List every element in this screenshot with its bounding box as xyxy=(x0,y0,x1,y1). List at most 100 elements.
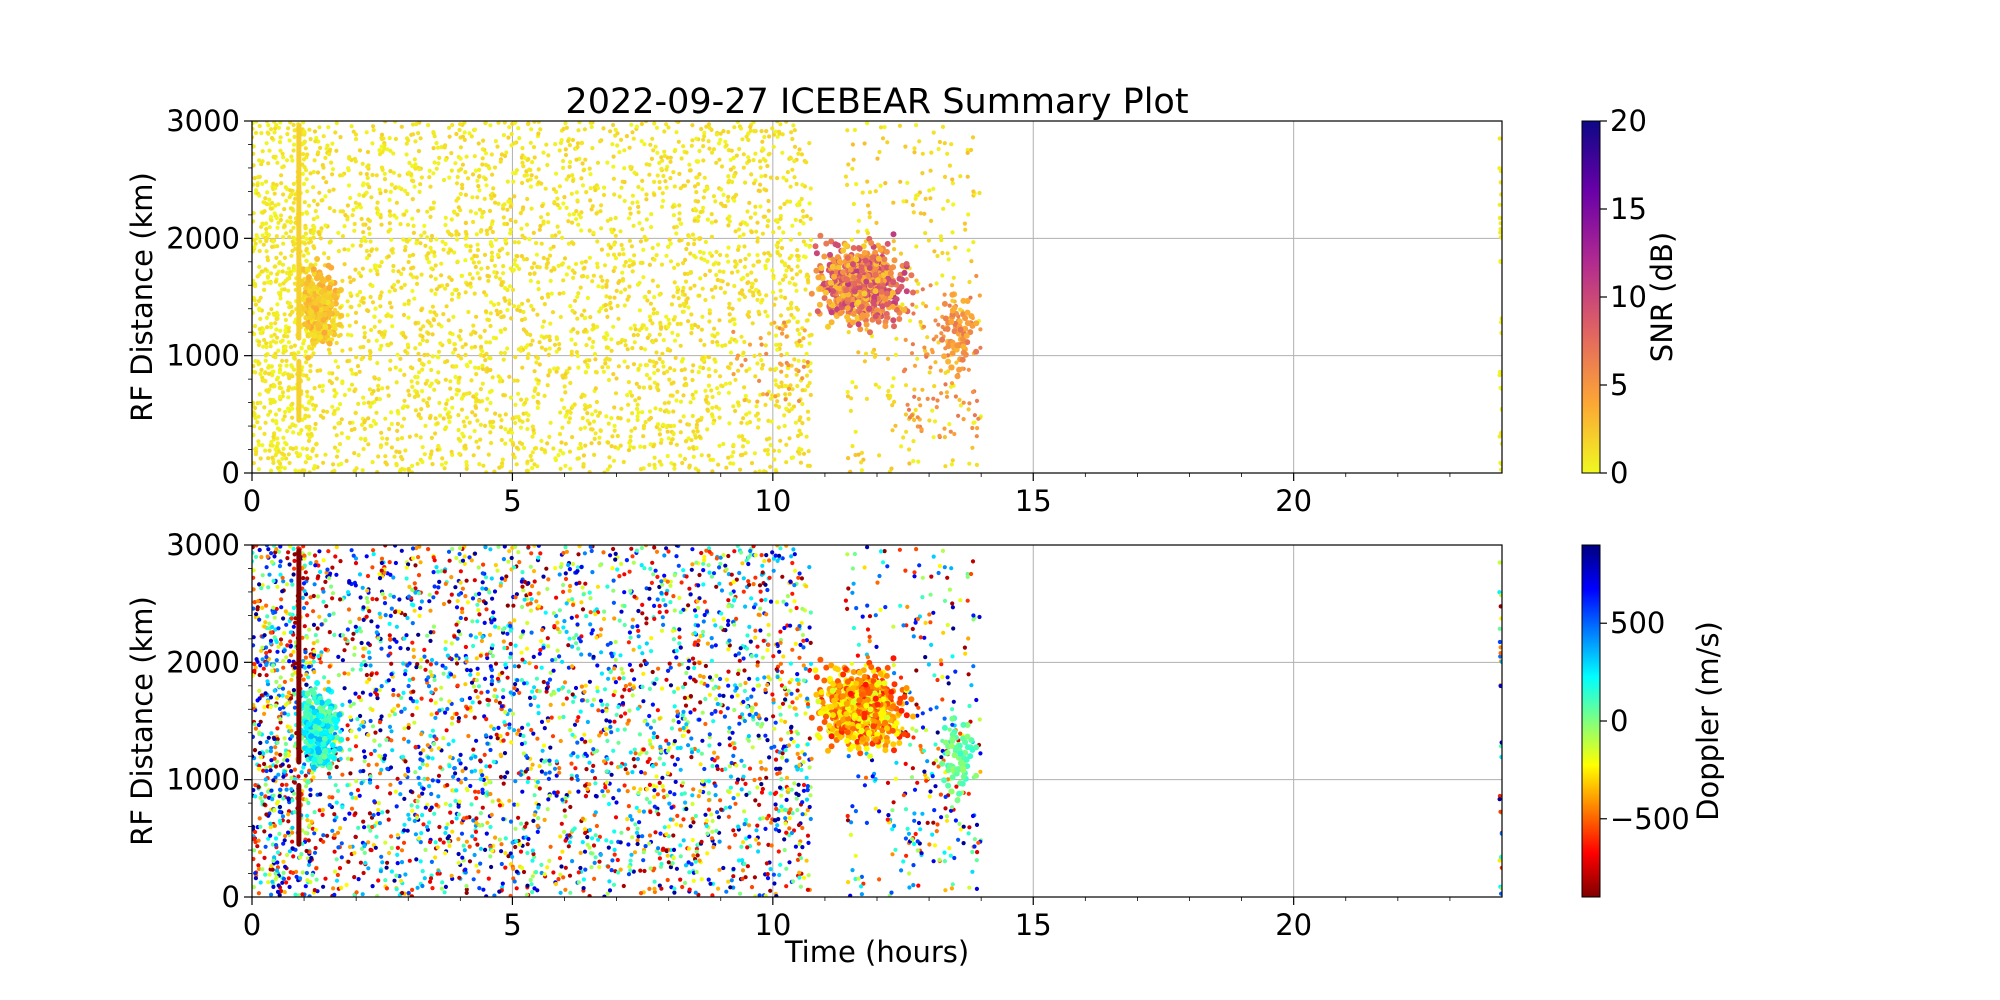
snr-point xyxy=(289,363,294,368)
snr-point xyxy=(280,262,286,267)
snr-point xyxy=(257,307,262,313)
snr-point xyxy=(655,284,661,289)
snr-point xyxy=(252,424,257,429)
snr-point xyxy=(394,215,399,220)
snr-point xyxy=(271,354,276,359)
snr-point xyxy=(292,142,297,147)
snr-point xyxy=(692,283,697,288)
snr-point xyxy=(639,139,644,144)
snr-point xyxy=(863,321,870,328)
snr-point xyxy=(389,445,394,450)
snr-point xyxy=(950,230,955,235)
snr-point xyxy=(430,462,435,467)
snr-point xyxy=(267,148,272,153)
snr-point xyxy=(358,205,363,210)
snr-point xyxy=(601,369,607,374)
snr-point xyxy=(290,446,296,451)
snr-point xyxy=(503,286,508,291)
snr-point xyxy=(531,394,536,399)
snr-point xyxy=(460,134,466,139)
snr-point xyxy=(417,189,422,194)
snr-point xyxy=(764,293,769,298)
snr-point xyxy=(589,441,594,446)
snr-point xyxy=(590,345,595,350)
snr-point xyxy=(787,280,792,285)
snr-point xyxy=(410,288,415,294)
snr-point xyxy=(520,146,525,151)
snr-point xyxy=(774,366,779,371)
snr-point xyxy=(974,398,980,403)
snr-point xyxy=(255,420,260,425)
snr-point xyxy=(644,372,650,378)
snr-point xyxy=(730,306,735,311)
snr-point xyxy=(669,302,675,307)
snr-point xyxy=(803,242,808,247)
snr-point xyxy=(509,430,515,435)
snr-point xyxy=(919,427,924,432)
snr-point xyxy=(303,146,308,151)
snr-point xyxy=(338,402,343,407)
snr-point xyxy=(489,250,494,255)
snr-point xyxy=(763,158,768,163)
snr-point xyxy=(942,174,948,179)
snr-point xyxy=(914,244,919,249)
snr-point xyxy=(452,250,457,255)
snr-point xyxy=(349,124,354,129)
snr-point xyxy=(574,157,579,162)
snr-point xyxy=(967,461,972,466)
snr-point xyxy=(566,138,571,144)
snr-point xyxy=(1498,230,1502,235)
snr-point xyxy=(473,365,478,370)
snr-point xyxy=(697,148,702,154)
snr-point xyxy=(585,411,590,416)
snr-point xyxy=(357,369,362,374)
snr-point xyxy=(272,191,277,196)
snr-point xyxy=(375,361,380,366)
snr-point xyxy=(776,342,782,347)
snr-point xyxy=(745,272,750,278)
snr-point xyxy=(647,162,652,167)
snr-point xyxy=(398,222,403,227)
snr-point xyxy=(272,211,277,216)
snr-point xyxy=(587,404,593,409)
snr-point xyxy=(780,150,785,155)
snr-point xyxy=(293,352,298,358)
snr-point xyxy=(348,195,353,201)
snr-point xyxy=(252,126,255,131)
snr-point xyxy=(836,258,843,265)
snr-point xyxy=(380,436,385,441)
snr-point xyxy=(374,263,379,268)
snr-point xyxy=(721,441,726,447)
snr-point xyxy=(507,374,512,379)
snr-point xyxy=(659,262,665,267)
snr-point xyxy=(553,142,558,147)
snr-point xyxy=(675,333,680,338)
snr-point xyxy=(388,358,393,363)
snr-point xyxy=(611,372,616,377)
snr-point xyxy=(525,418,530,423)
snr-point xyxy=(327,379,332,384)
snr-point xyxy=(327,329,334,336)
snr-point xyxy=(260,443,265,448)
snr-point xyxy=(630,193,636,198)
snr-point xyxy=(732,322,737,327)
snr-point xyxy=(575,141,581,146)
snr-point xyxy=(656,388,661,393)
snr-point xyxy=(846,330,851,335)
snr-point xyxy=(612,192,617,197)
snr-point xyxy=(1497,215,1502,221)
snr-point xyxy=(309,395,314,400)
snr-point xyxy=(372,324,377,329)
snr-point xyxy=(612,423,617,428)
snr-point xyxy=(650,136,655,141)
snr-point xyxy=(262,287,267,292)
snr-point xyxy=(363,239,368,244)
snr-point xyxy=(656,242,661,247)
snr-point xyxy=(352,426,357,432)
snr-point xyxy=(952,431,957,437)
snr-point xyxy=(947,163,953,168)
snr-point xyxy=(783,273,788,278)
snr-point xyxy=(327,152,332,157)
snr-point xyxy=(934,334,939,339)
